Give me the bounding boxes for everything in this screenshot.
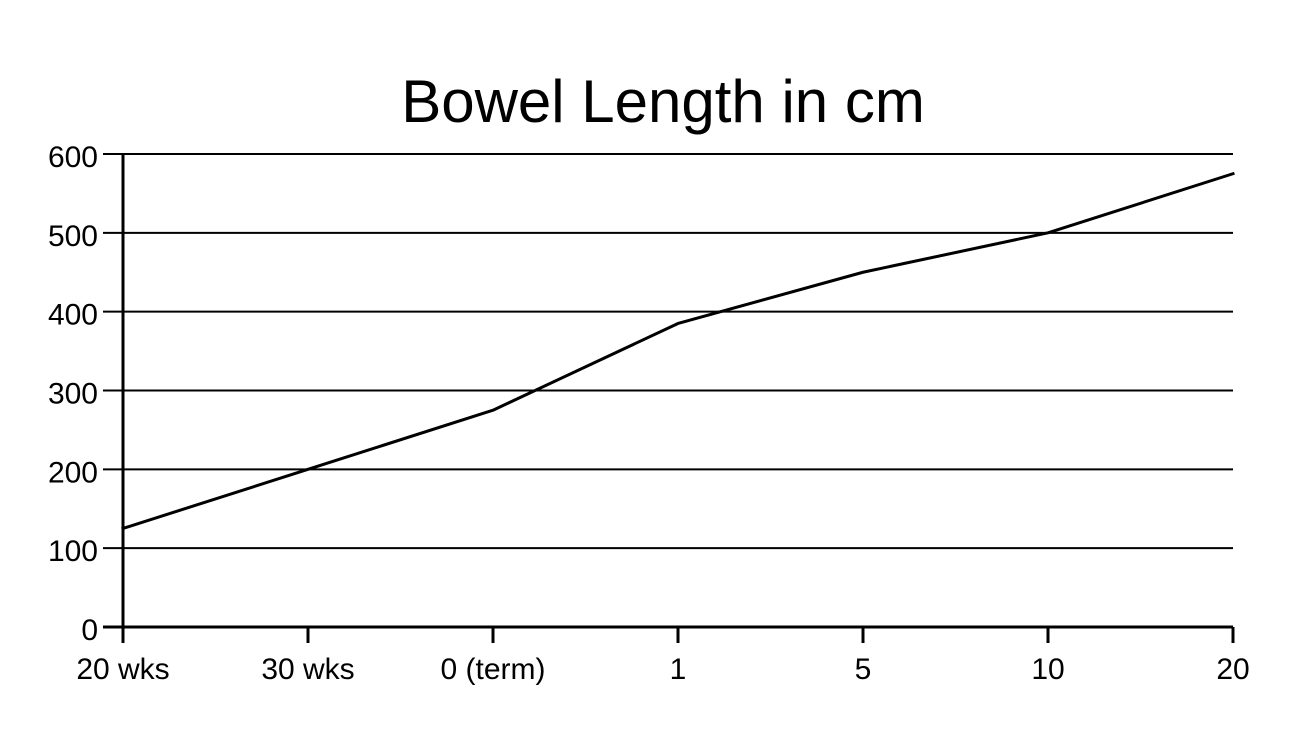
- x-axis-ticks: [121, 627, 1235, 643]
- x-tick-label: 20: [1216, 653, 1249, 686]
- y-tick-label: 200: [48, 456, 98, 489]
- x-tick-label: 0 (term): [441, 653, 546, 686]
- chart-title: Bowel Length in cm: [401, 68, 925, 135]
- x-tick-label: 5: [855, 653, 872, 686]
- gridlines: [103, 153, 1233, 629]
- bowel-length-line: [121, 171, 1235, 531]
- x-tick-label: 20 wks: [76, 653, 169, 686]
- x-axis-labels: 20 wks 30 wks 0 (term) 1 5 10 20: [76, 653, 1249, 686]
- y-tick-label: 0: [81, 614, 98, 647]
- x-tick-label: 30 wks: [261, 653, 354, 686]
- y-tick-label: 100: [48, 535, 98, 568]
- x-tick-label: 1: [670, 653, 687, 686]
- y-tick-label: 600: [48, 141, 98, 174]
- x-tick-label: 10: [1031, 653, 1064, 686]
- y-axis-labels: 0 100 200 300 400 500 600: [48, 141, 98, 647]
- y-tick-label: 300: [48, 378, 98, 411]
- data-series: [121, 171, 1235, 531]
- y-tick-label: 500: [48, 220, 98, 253]
- y-tick-label: 400: [48, 299, 98, 332]
